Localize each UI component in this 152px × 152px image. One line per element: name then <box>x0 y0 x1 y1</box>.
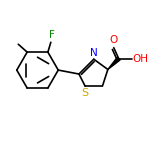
Text: N: N <box>90 48 98 58</box>
Text: F: F <box>49 30 55 40</box>
Text: S: S <box>81 88 89 98</box>
Text: O: O <box>110 35 118 45</box>
Polygon shape <box>108 57 120 69</box>
Text: OH: OH <box>133 54 149 64</box>
